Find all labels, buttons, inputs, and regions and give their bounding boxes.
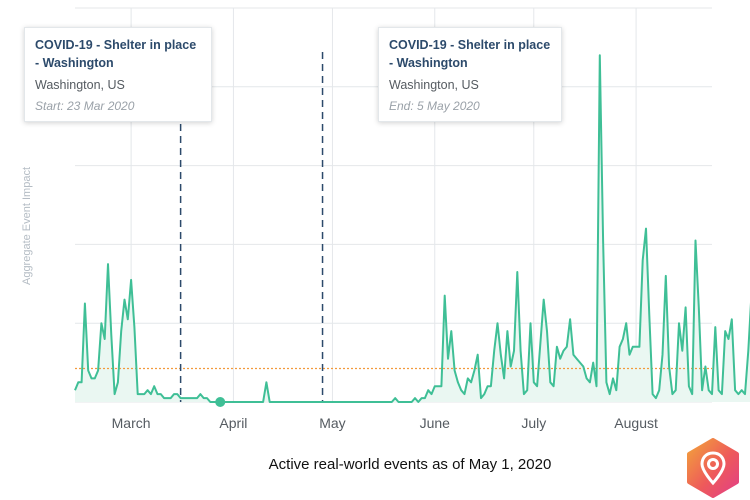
tooltip-end-title: COVID-19 - Shelter in place - Washington bbox=[389, 38, 551, 70]
x-tick-label: March bbox=[112, 415, 151, 431]
x-tick-label: April bbox=[219, 415, 247, 431]
x-axis-ticks: March April May June July August bbox=[112, 415, 658, 431]
tooltip-end-location: Washington, US bbox=[389, 78, 479, 92]
tooltip-start-title: COVID-19 - Shelter in place - Washington bbox=[35, 38, 197, 70]
tooltip-end: COVID-19 - Shelter in place - Washington… bbox=[378, 27, 562, 122]
chart-caption: Active real-world events as of May 1, 20… bbox=[268, 456, 552, 473]
series-line bbox=[74, 54, 750, 403]
location-pin-icon[interactable] bbox=[685, 438, 741, 498]
event-markers bbox=[179, 52, 324, 402]
x-tick-label: July bbox=[521, 415, 546, 431]
x-tick-label: June bbox=[420, 415, 451, 431]
x-tick-label: May bbox=[319, 415, 345, 431]
tooltip-end-date: End: 5 May 2020 bbox=[389, 99, 480, 113]
tooltip-start-location: Washington, US bbox=[35, 78, 125, 92]
highlight-point[interactable] bbox=[215, 397, 226, 407]
tooltip-start: COVID-19 - Shelter in place - Washington… bbox=[24, 27, 212, 122]
x-tick-label: August bbox=[614, 415, 658, 431]
tooltip-start-date: Start: 23 Mar 2020 bbox=[35, 99, 135, 113]
series-area bbox=[75, 55, 750, 402]
y-axis-label: Aggregate Event Impact bbox=[21, 167, 33, 286]
